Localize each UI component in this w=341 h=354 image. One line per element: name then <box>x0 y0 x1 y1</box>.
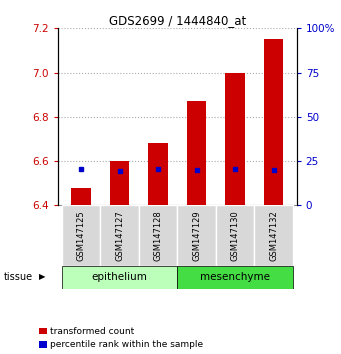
Title: GDS2699 / 1444840_at: GDS2699 / 1444840_at <box>109 14 246 27</box>
Bar <box>177 205 216 266</box>
Bar <box>72 188 91 205</box>
Bar <box>148 143 168 205</box>
Text: tissue: tissue <box>3 272 32 282</box>
Bar <box>187 101 206 205</box>
Text: GSM147132: GSM147132 <box>269 210 278 261</box>
Bar <box>139 205 177 266</box>
Text: epithelium: epithelium <box>92 272 148 282</box>
Bar <box>177 266 293 289</box>
Text: GSM147128: GSM147128 <box>153 210 163 261</box>
Text: GSM147130: GSM147130 <box>231 210 240 261</box>
Legend: transformed count, percentile rank within the sample: transformed count, percentile rank withi… <box>39 327 204 349</box>
Bar <box>225 73 245 205</box>
Bar <box>216 205 254 266</box>
Bar <box>254 205 293 266</box>
Bar <box>110 161 129 205</box>
Text: GSM147125: GSM147125 <box>77 210 86 261</box>
Text: mesenchyme: mesenchyme <box>200 272 270 282</box>
Text: GSM147127: GSM147127 <box>115 210 124 261</box>
Bar <box>264 39 283 205</box>
Bar <box>62 266 177 289</box>
Bar <box>62 205 100 266</box>
Text: ▶: ▶ <box>39 273 46 281</box>
Bar <box>100 205 139 266</box>
Text: GSM147129: GSM147129 <box>192 210 201 261</box>
